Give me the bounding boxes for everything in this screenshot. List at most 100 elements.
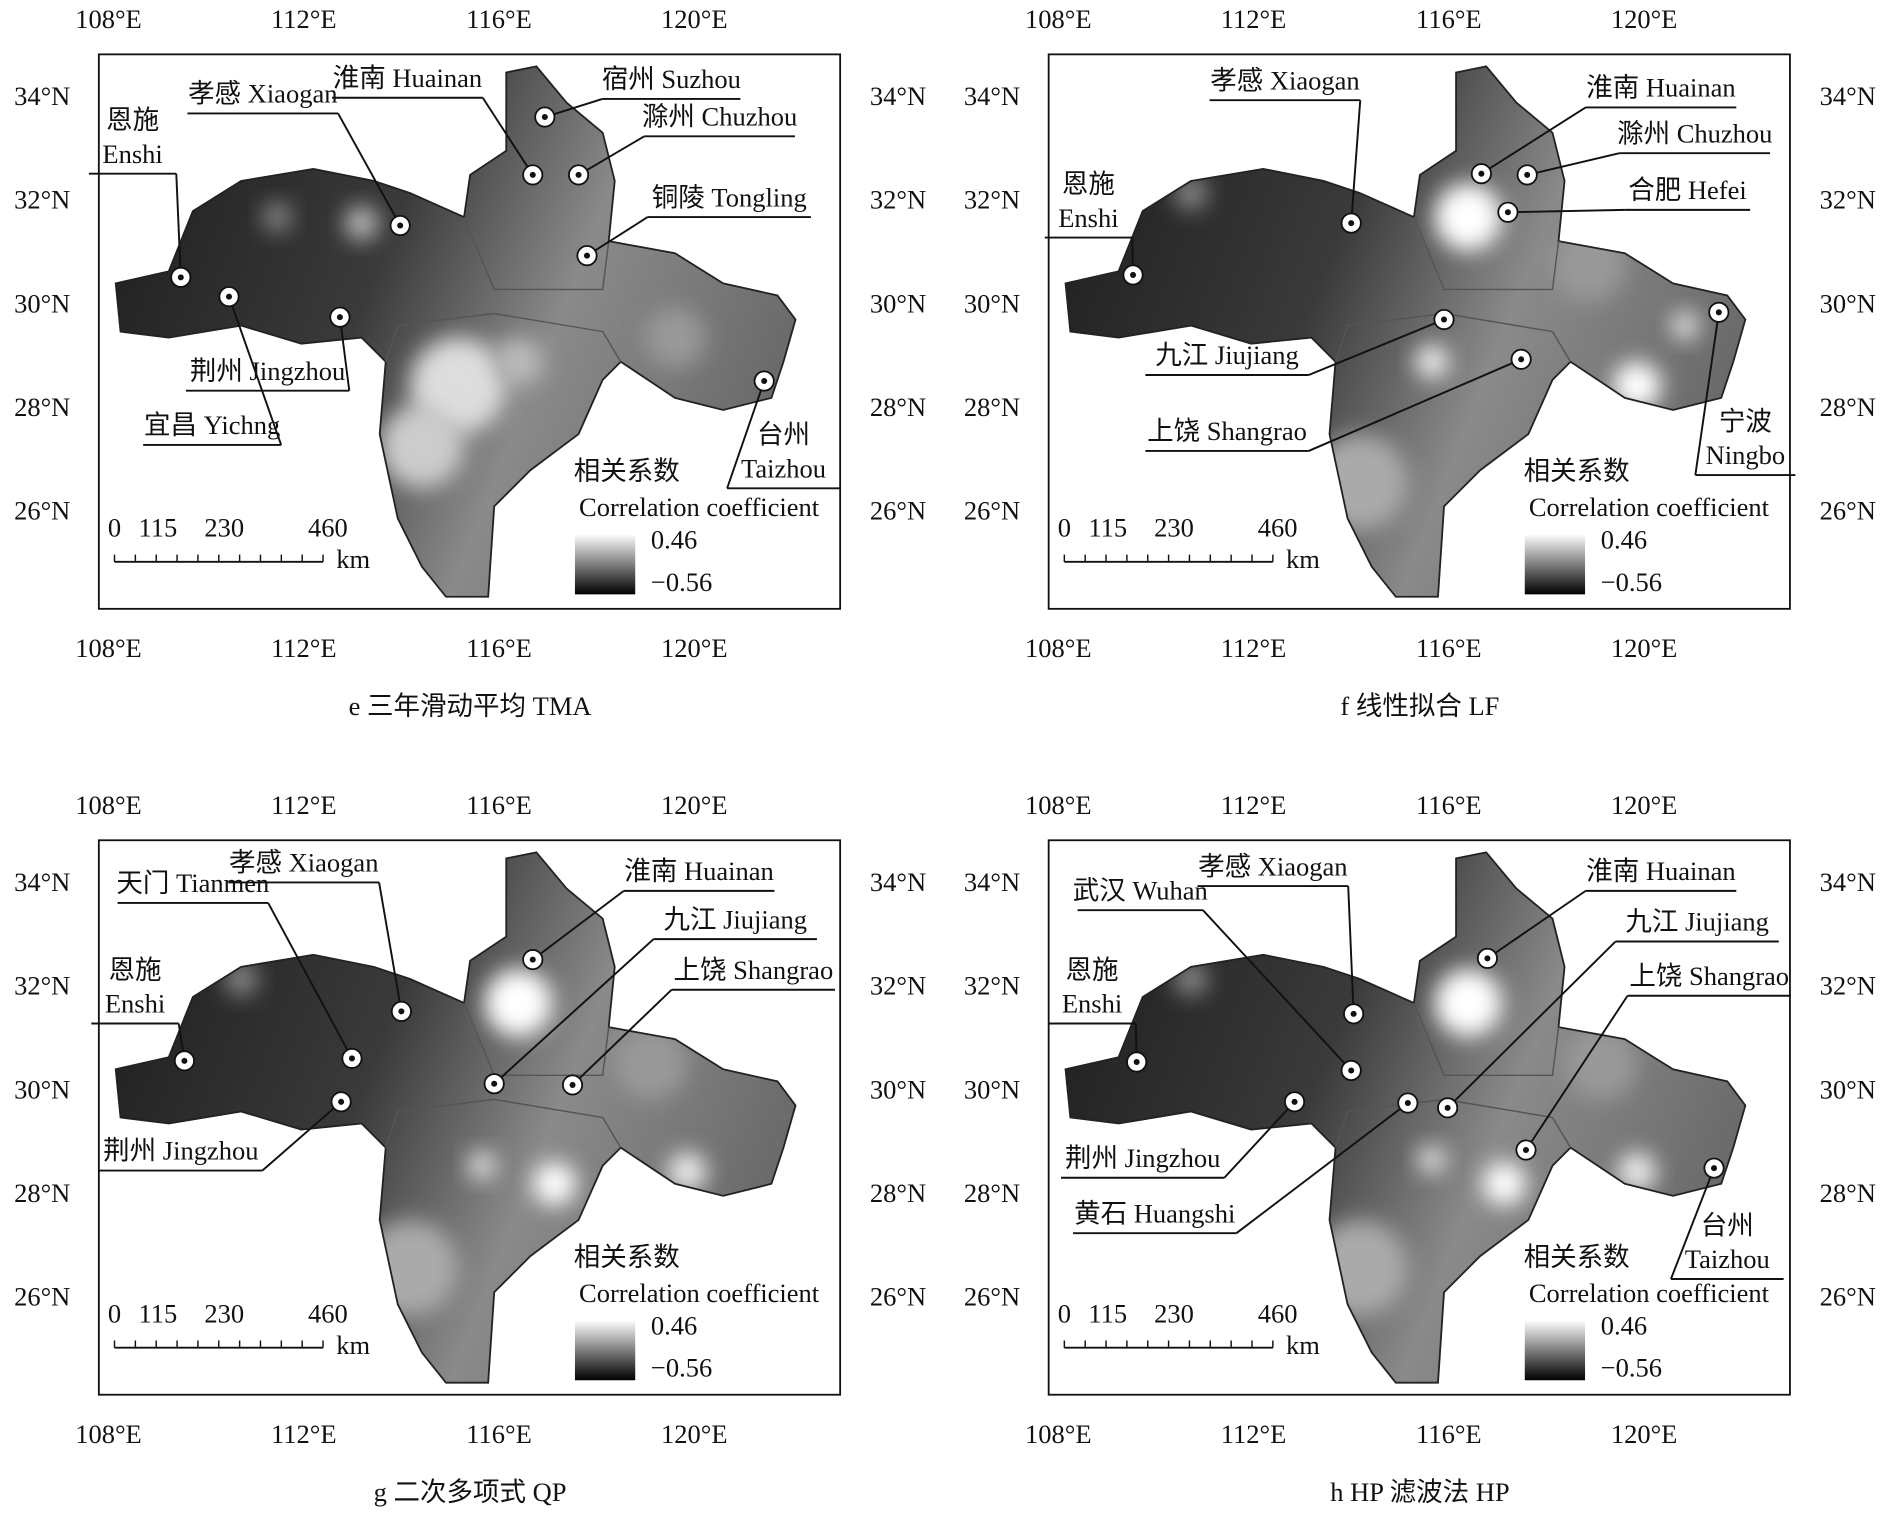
city-label: 孝感 Xiaogan <box>1198 851 1347 881</box>
heat-spot <box>1311 1219 1408 1317</box>
city-marker-dot <box>1444 1104 1451 1111</box>
heat-spot <box>467 1151 497 1181</box>
heat-spot <box>484 969 553 1037</box>
heat-spot <box>667 1152 707 1192</box>
legend-title: 相关系数 <box>574 456 680 486</box>
leader-line <box>1350 100 1362 224</box>
legend-ramp <box>1524 1319 1586 1381</box>
scale-label: 460 <box>308 1298 348 1328</box>
lat-label: 26°N <box>964 496 1020 526</box>
lat-label: 26°N <box>14 496 70 526</box>
lat-label: 28°N <box>870 1178 926 1208</box>
heat-spot <box>494 337 543 386</box>
heat-spot <box>379 403 465 489</box>
lat-label: 34°N <box>1820 81 1876 111</box>
lon-label: 120°E <box>661 633 728 663</box>
leader-line <box>586 216 649 257</box>
city-marker-dot <box>1711 1165 1718 1172</box>
leader-line <box>1486 890 1587 960</box>
lat-label: 28°N <box>964 392 1020 422</box>
leader-line <box>261 1101 342 1172</box>
scale-label: 115 <box>139 513 178 543</box>
lat-label: 32°N <box>964 185 1020 215</box>
legend-subtitle: Correlation coefficient <box>579 492 820 522</box>
city-marker-dot <box>1348 220 1355 227</box>
leader-line <box>1223 1101 1296 1179</box>
city-marker-dot <box>1484 955 1491 962</box>
leader-line <box>1347 886 1355 1014</box>
lon-label: 108°E <box>1025 633 1092 663</box>
leader-line <box>1308 318 1445 376</box>
city-marker-dot <box>348 1055 355 1062</box>
city-marker-dot <box>1291 1098 1298 1105</box>
lon-label: 112°E <box>1221 633 1287 663</box>
leader-line <box>578 135 645 176</box>
lon-label: 116°E <box>1416 1419 1482 1449</box>
lat-label: 26°N <box>964 1282 1020 1312</box>
lat-label: 34°N <box>1820 867 1876 897</box>
map-frame <box>97 53 842 610</box>
lon-label: 112°E <box>1221 4 1287 34</box>
city-label: 宿州 Suzhou <box>602 64 741 94</box>
lon-label: 120°E <box>1611 4 1678 34</box>
city-marker-dot <box>1522 1147 1529 1154</box>
city-label: 上饶 Shangrao <box>1629 961 1789 991</box>
city-marker-dot <box>397 222 404 229</box>
city-marker-dot <box>1441 316 1448 323</box>
legend-title: 相关系数 <box>1524 456 1630 486</box>
heat-spot <box>361 1219 459 1317</box>
lon-label: 120°E <box>661 1419 728 1449</box>
heat-spot <box>1417 1145 1447 1175</box>
city-label: 孝感 Xiaogan <box>229 848 378 878</box>
city-marker-dot <box>1518 356 1525 363</box>
city-marker-dot <box>398 1008 405 1015</box>
panel-caption: g 二次多项式 QP <box>374 1477 567 1507</box>
city-label: 宁波 <box>1719 406 1772 436</box>
city-marker-dot <box>1133 1059 1140 1066</box>
city-marker-dot <box>529 956 536 963</box>
city-label: 孝感 Xiaogan <box>1210 65 1359 95</box>
city-marker-dot <box>491 1080 498 1087</box>
lon-label: 120°E <box>1611 790 1678 820</box>
heat-spot <box>1415 344 1449 379</box>
lat-label: 30°N <box>1820 288 1876 318</box>
lon-label: 112°E <box>271 4 337 34</box>
lat-label: 34°N <box>14 867 70 897</box>
lat-label: 28°N <box>1820 392 1876 422</box>
leader-line <box>1480 106 1587 175</box>
legend-max: 0.46 <box>1601 525 1647 555</box>
city-marker-dot <box>761 378 768 385</box>
lat-label: 26°N <box>1820 496 1876 526</box>
lon-label: 108°E <box>75 790 142 820</box>
lat-label: 32°N <box>14 185 70 215</box>
scale-label: 230 <box>204 1298 244 1328</box>
leader-line <box>267 902 353 1059</box>
heat-spot <box>532 1162 577 1206</box>
scale-label: 115 <box>1088 1298 1127 1328</box>
scale-unit: km <box>336 544 370 574</box>
lat-label: 32°N <box>1820 971 1876 1001</box>
city-marker-dot <box>177 274 184 281</box>
city-label: 台州 <box>757 420 810 450</box>
legend-subtitle: Correlation coefficient <box>1529 1278 1770 1308</box>
lat-label: 34°N <box>14 81 70 111</box>
lon-label: 112°E <box>1221 790 1287 820</box>
leader-line <box>228 296 283 446</box>
lon-label: 112°E <box>1221 1419 1287 1449</box>
region-outline <box>1064 851 1747 1384</box>
city-marker-dot <box>1130 271 1137 278</box>
scale-unit: km <box>1286 544 1320 574</box>
leader-line <box>1235 1102 1409 1234</box>
lat-label: 32°N <box>14 971 70 1001</box>
leader-line <box>532 890 625 961</box>
city-label: 淮南 Huainan <box>1586 73 1735 103</box>
scale-label: 0 <box>1058 1298 1071 1328</box>
map-frame <box>1047 53 1791 610</box>
lat-label: 26°N <box>14 1282 70 1312</box>
region-outline <box>114 851 797 1384</box>
city-marker-dot <box>529 171 536 178</box>
heat-spot <box>262 202 292 232</box>
scale-unit: km <box>1286 1330 1320 1360</box>
scale-label: 460 <box>308 513 348 543</box>
lat-label: 32°N <box>1820 185 1876 215</box>
